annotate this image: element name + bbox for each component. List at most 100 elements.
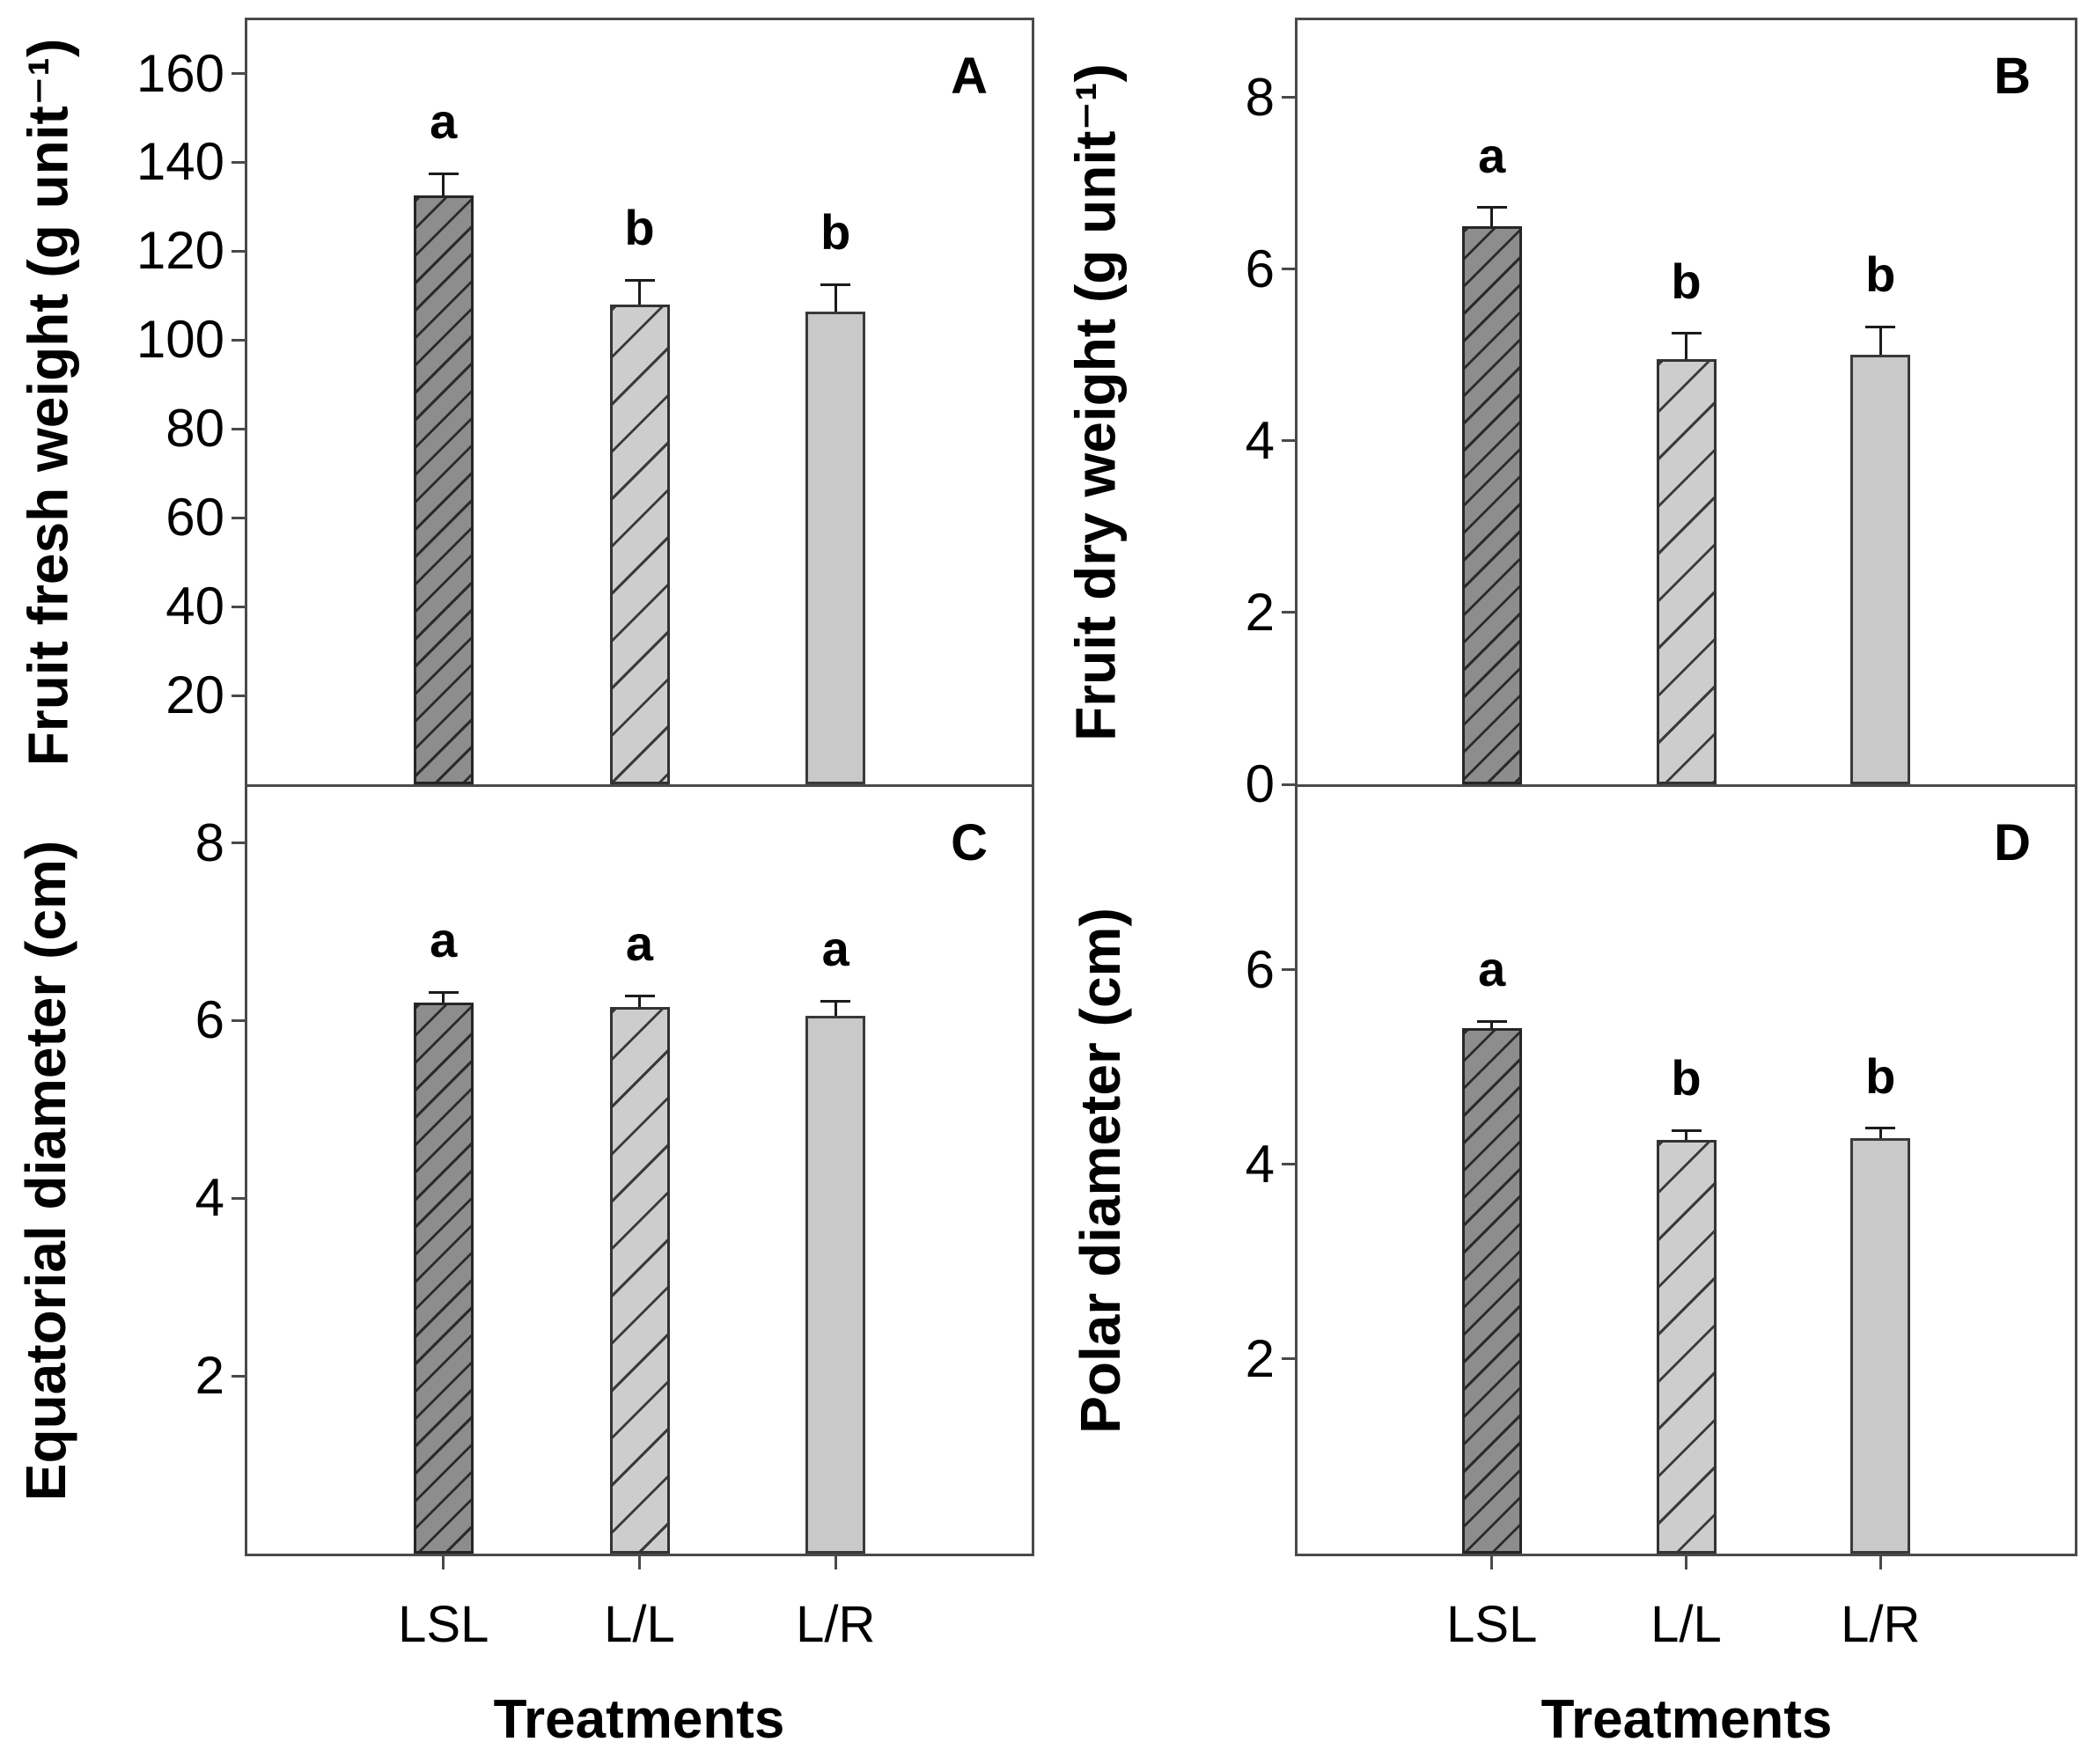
x-tick-mark bbox=[1685, 1556, 1687, 1569]
y-axis-title-dry-weight: Fruit dry weight (g unit⁻¹) bbox=[1063, 63, 1128, 741]
significance-letter: a bbox=[625, 915, 654, 972]
panel-label-a: A bbox=[951, 48, 988, 105]
error-bar bbox=[1878, 327, 1882, 356]
error-bar bbox=[1490, 1021, 1494, 1028]
error-bar-cap bbox=[820, 999, 851, 1003]
x-category-label: L/L bbox=[604, 1596, 675, 1653]
y-tick-label: 6 bbox=[1245, 239, 1275, 298]
significance-letter: b bbox=[1865, 246, 1896, 303]
x-axis-title-left: Treatments bbox=[493, 1689, 785, 1750]
y-tick-label: 2 bbox=[195, 1346, 224, 1406]
y-tick-label: 140 bbox=[136, 132, 224, 192]
y-tick-mark bbox=[1282, 968, 1295, 972]
y-tick-mark bbox=[1282, 1357, 1295, 1361]
y-tick-mark bbox=[232, 427, 245, 430]
y-tick-label: 160 bbox=[136, 43, 224, 103]
error-bar bbox=[1878, 1128, 1882, 1138]
y-tick-label: 60 bbox=[165, 488, 224, 548]
error-bar-cap bbox=[1671, 1128, 1702, 1132]
y-tick-mark bbox=[232, 694, 245, 697]
significance-letter: b bbox=[624, 200, 655, 256]
significance-letter: a bbox=[430, 912, 458, 968]
y-tick-label: 4 bbox=[1245, 410, 1275, 470]
y-tick-mark bbox=[232, 338, 245, 342]
y-tick-mark bbox=[1282, 1163, 1295, 1166]
y-tick-label: 6 bbox=[195, 990, 224, 1050]
y-tick-label: 40 bbox=[165, 577, 224, 636]
y-tick-label: 80 bbox=[165, 399, 224, 459]
error-bar-cap bbox=[820, 283, 851, 286]
error-bar-cap bbox=[428, 990, 459, 994]
bar-l/l bbox=[1656, 1140, 1717, 1554]
error-bar-cap bbox=[428, 172, 459, 175]
error-bar-cap bbox=[624, 994, 655, 997]
y-tick-mark bbox=[1282, 783, 1295, 786]
x-category-label: LSL bbox=[1446, 1596, 1538, 1653]
bar-lsl bbox=[413, 195, 474, 784]
error-bar-cap bbox=[1865, 1127, 1896, 1130]
x-category-label: L/L bbox=[1651, 1596, 1722, 1653]
y-tick-label: 2 bbox=[1245, 582, 1275, 642]
error-bar bbox=[442, 992, 445, 1003]
error-bar bbox=[638, 280, 641, 305]
x-axis-title-right: Treatments bbox=[1540, 1689, 1833, 1750]
x-tick-mark bbox=[638, 1556, 641, 1569]
bar-l/r bbox=[1850, 355, 1911, 784]
bar-l/r bbox=[805, 311, 866, 784]
significance-letter: a bbox=[821, 921, 849, 977]
error-bar-cap bbox=[624, 278, 655, 282]
error-bar bbox=[638, 996, 641, 1008]
y-tick-label: 0 bbox=[1245, 754, 1275, 813]
bar-l/l bbox=[609, 304, 670, 784]
bar-lsl bbox=[1461, 1027, 1522, 1554]
error-bar bbox=[1685, 1130, 1687, 1141]
significance-letter: b bbox=[1671, 253, 1702, 309]
panel-label-c: C bbox=[951, 814, 988, 871]
bar-lsl bbox=[1461, 226, 1522, 784]
y-tick-label: 120 bbox=[136, 221, 224, 281]
error-bar-cap bbox=[1865, 325, 1896, 328]
significance-letter: a bbox=[1478, 127, 1506, 183]
significance-letter: b bbox=[1865, 1047, 1896, 1104]
error-bar-cap bbox=[1476, 1019, 1507, 1023]
y-tick-mark bbox=[232, 1196, 245, 1200]
error-bar bbox=[834, 284, 837, 312]
bar-l/l bbox=[1656, 359, 1717, 784]
y-tick-mark bbox=[232, 160, 245, 164]
significance-letter: a bbox=[1478, 941, 1506, 997]
x-category-label: LSL bbox=[398, 1596, 489, 1653]
y-tick-label: 4 bbox=[1245, 1134, 1275, 1194]
x-tick-mark bbox=[1490, 1556, 1494, 1569]
x-tick-mark bbox=[834, 1556, 837, 1569]
error-bar bbox=[1685, 333, 1687, 360]
y-tick-label: 6 bbox=[1245, 939, 1275, 999]
y-tick-label: 100 bbox=[136, 310, 224, 370]
y-tick-mark bbox=[232, 72, 245, 76]
error-bar-cap bbox=[1671, 332, 1702, 335]
y-tick-mark bbox=[232, 605, 245, 608]
y-tick-mark bbox=[1282, 611, 1295, 614]
significance-letter: b bbox=[820, 204, 851, 261]
panel-label-d: D bbox=[1994, 814, 2031, 871]
x-category-label: L/R bbox=[1841, 1596, 1921, 1653]
error-bar bbox=[442, 173, 445, 196]
y-tick-label: 8 bbox=[195, 812, 224, 872]
bar-l/r bbox=[1850, 1137, 1911, 1554]
panel-label-b: B bbox=[1994, 48, 2031, 105]
y-tick-mark bbox=[1282, 96, 1295, 99]
bar-l/r bbox=[805, 1016, 866, 1554]
y-tick-mark bbox=[232, 1018, 245, 1022]
y-tick-mark bbox=[1282, 439, 1295, 443]
bar-lsl bbox=[413, 1003, 474, 1554]
y-tick-mark bbox=[232, 842, 245, 845]
y-tick-label: 2 bbox=[1245, 1328, 1275, 1388]
y-tick-mark bbox=[1282, 268, 1295, 271]
y-tick-mark bbox=[232, 516, 245, 519]
y-tick-mark bbox=[232, 249, 245, 253]
significance-letter: b bbox=[1671, 1050, 1702, 1106]
y-tick-mark bbox=[232, 1374, 245, 1378]
error-bar-cap bbox=[1476, 206, 1507, 209]
significance-letter: a bbox=[430, 93, 458, 150]
x-tick-mark bbox=[442, 1556, 445, 1569]
